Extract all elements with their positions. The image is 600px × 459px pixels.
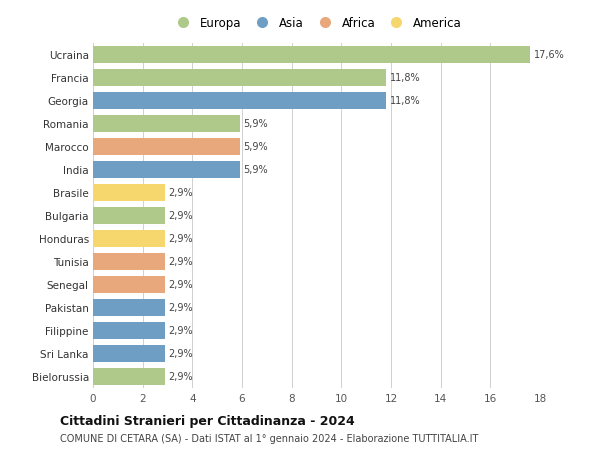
Text: 2,9%: 2,9%: [169, 348, 193, 358]
Text: 17,6%: 17,6%: [534, 50, 565, 60]
Text: 2,9%: 2,9%: [169, 257, 193, 267]
Bar: [93, 368, 165, 385]
Text: 2,9%: 2,9%: [169, 234, 193, 244]
Bar: [93, 138, 239, 156]
Text: 11,8%: 11,8%: [390, 96, 421, 106]
Text: 5,9%: 5,9%: [243, 119, 268, 129]
Bar: [93, 345, 165, 362]
Bar: [93, 92, 386, 110]
Bar: [93, 276, 165, 293]
Bar: [93, 230, 165, 247]
Text: 2,9%: 2,9%: [169, 211, 193, 221]
Bar: [93, 115, 239, 133]
Text: 2,9%: 2,9%: [169, 280, 193, 290]
Bar: [93, 253, 165, 270]
Bar: [93, 299, 165, 316]
Text: Cittadini Stranieri per Cittadinanza - 2024: Cittadini Stranieri per Cittadinanza - 2…: [60, 414, 355, 428]
Bar: [93, 184, 165, 202]
Bar: [93, 69, 386, 87]
Text: 5,9%: 5,9%: [243, 165, 268, 175]
Legend: Europa, Asia, Africa, America: Europa, Asia, Africa, America: [169, 15, 464, 33]
Text: 5,9%: 5,9%: [243, 142, 268, 152]
Text: 2,9%: 2,9%: [169, 325, 193, 336]
Text: 11,8%: 11,8%: [390, 73, 421, 83]
Text: 2,9%: 2,9%: [169, 188, 193, 198]
Text: 2,9%: 2,9%: [169, 371, 193, 381]
Bar: [93, 207, 165, 224]
Text: 2,9%: 2,9%: [169, 302, 193, 313]
Bar: [93, 46, 530, 64]
Text: COMUNE DI CETARA (SA) - Dati ISTAT al 1° gennaio 2024 - Elaborazione TUTTITALIA.: COMUNE DI CETARA (SA) - Dati ISTAT al 1°…: [60, 433, 478, 442]
Bar: [93, 322, 165, 339]
Bar: [93, 161, 239, 179]
